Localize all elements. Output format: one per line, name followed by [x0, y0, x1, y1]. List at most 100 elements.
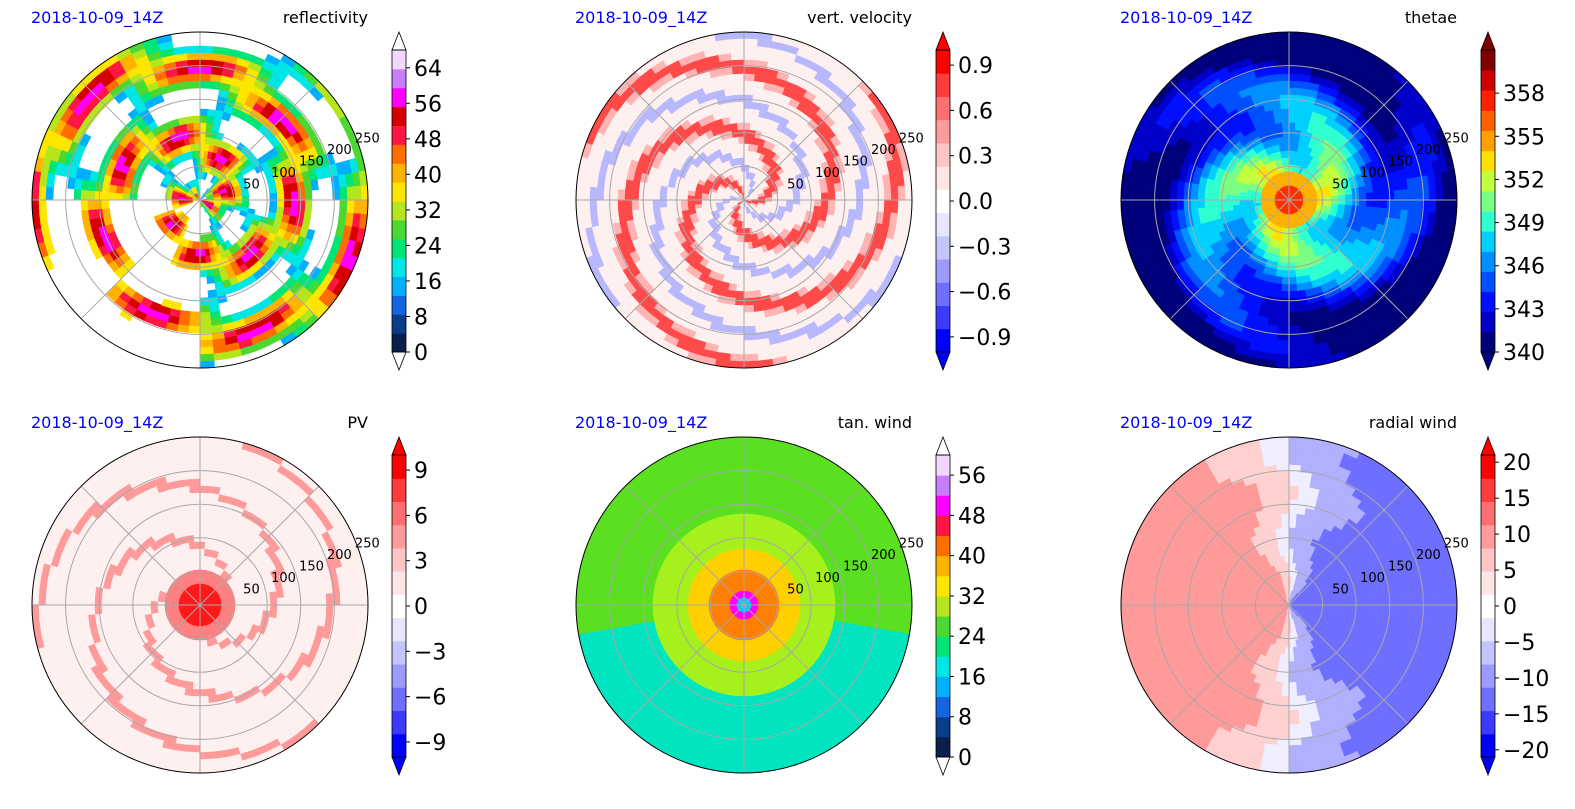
- colorbar-segment: [1481, 110, 1495, 132]
- range-ring-label: 150: [299, 559, 324, 574]
- colorbar-tick-label: 15: [1503, 487, 1531, 512]
- colorbar-segment: [936, 119, 950, 144]
- colorbar-segment: [1481, 70, 1495, 91]
- colorbar-tick-label: 64: [414, 57, 442, 82]
- colorbar-tick-label: 0.6: [958, 99, 993, 124]
- colorbar-tick-label: 349: [1503, 212, 1545, 237]
- colorbar-tick-label: 40: [958, 545, 986, 570]
- range-ring-label: 50: [243, 583, 260, 598]
- range-ring-label: 50: [1332, 178, 1349, 193]
- colorbar: 340 343 346 349 352 355 358: [1480, 30, 1545, 372]
- colorbar-segment: [1481, 687, 1495, 712]
- panel-time: 2018-10-09_14Z: [1120, 413, 1253, 432]
- colorbar-segment: [936, 282, 950, 307]
- colorbar-segment: [936, 73, 950, 97]
- range-ring-label: 250: [899, 131, 924, 146]
- range-ring-label: 150: [1388, 154, 1413, 169]
- colorbar-extend-top: [1480, 30, 1496, 51]
- range-ring-label: 100: [1360, 571, 1385, 586]
- colorbar-segment: [392, 710, 406, 735]
- colorbar-segment: [936, 475, 950, 496]
- colorbar-tick-label: 343: [1503, 298, 1545, 323]
- colorbar-segment: [392, 547, 406, 572]
- polar-frame: [31, 436, 369, 774]
- colorbar-tick-label: −15: [1503, 703, 1549, 728]
- colorbar-segment: [392, 594, 406, 619]
- colorbar-segment: [1481, 640, 1495, 665]
- colorbar-segment: [936, 676, 950, 698]
- colorbar-tick-label: 5: [1503, 559, 1517, 584]
- colorbar-segment: [936, 50, 950, 74]
- colorbar-tick-label: 56: [958, 464, 986, 489]
- range-ring-label: 250: [355, 536, 380, 551]
- colorbar-segment: [392, 478, 406, 502]
- range-ring-label: 50: [1332, 583, 1349, 598]
- colorbar-extend-bottom: [391, 351, 407, 372]
- colorbar-tick-label: 0.9: [958, 54, 993, 79]
- panel-variable: vert. velocity: [807, 8, 912, 27]
- colorbar-segment: [936, 736, 950, 758]
- colorbar-segment: [936, 142, 950, 167]
- colorbar-segment: [936, 535, 950, 557]
- colorbar-tick-label: 0: [958, 746, 972, 771]
- panel-time: 2018-10-09_14Z: [575, 8, 708, 27]
- colorbar-extend-top: [1480, 435, 1496, 456]
- range-ring-label: 200: [1416, 548, 1441, 563]
- colorbar-segment: [1481, 478, 1495, 502]
- range-ring-label: 250: [355, 131, 380, 146]
- colorbar-tick-label: 8: [414, 305, 428, 330]
- range-ring-label: 200: [327, 143, 352, 158]
- colorbar-segment: [1481, 90, 1495, 111]
- colorbar-segment: [936, 328, 950, 353]
- colorbar-segment: [936, 555, 950, 577]
- colorbar-segment: [392, 144, 406, 164]
- panel-time: 2018-10-09_14Z: [31, 8, 164, 27]
- colorbar-segment: [392, 50, 406, 70]
- range-ring-label: 100: [815, 166, 840, 181]
- colorbar: −20 −15 −10 −5 0 5 10 15 20: [1480, 435, 1549, 777]
- azimuth-line: [624, 80, 864, 320]
- colorbar-segment: [936, 696, 950, 718]
- colorbar-tick-label: 48: [414, 128, 442, 153]
- range-ring-label: 150: [299, 154, 324, 169]
- colorbar-segment: [936, 616, 950, 637]
- colorbar-tick-label: 0: [414, 595, 428, 620]
- range-ring-label: 150: [843, 154, 868, 169]
- colorbar-segment: [936, 189, 950, 214]
- colorbar-segment: [936, 595, 950, 617]
- colorbar-segment: [1481, 231, 1495, 252]
- colorbar-tick-label: −3: [414, 640, 446, 665]
- panel-variable: radial wind: [1368, 413, 1457, 432]
- polar-frame: [575, 31, 913, 369]
- range-ring-label: 200: [327, 548, 352, 563]
- colorbar-tick-label: 32: [958, 585, 986, 610]
- colorbar-segment: [392, 125, 406, 145]
- colorbar-tick-label: 24: [958, 625, 986, 650]
- colorbar-segment: [1481, 571, 1495, 595]
- azimuth-line: [624, 485, 864, 725]
- colorbar-segment: [392, 276, 406, 296]
- colorbar-segment: [392, 501, 406, 526]
- colorbar-segment: [392, 106, 406, 126]
- colorbar: 0 8 16 24 32 40 48 56 64: [391, 30, 442, 372]
- colorbar: 0 8 16 24 32 40 48 56: [935, 435, 986, 777]
- colorbar-extend-top: [935, 30, 951, 51]
- range-ring-label: 50: [787, 583, 804, 598]
- colorbar-segment: [1481, 710, 1495, 735]
- colorbar-segment: [936, 455, 950, 476]
- colorbar-segment: [1481, 211, 1495, 232]
- colorbar-tick-label: 352: [1503, 168, 1545, 193]
- colorbar-tick-label: 10: [1503, 523, 1531, 548]
- colorbar-segment: [1481, 150, 1495, 172]
- panel-variable: reflectivity: [282, 8, 368, 27]
- panel-time: 2018-10-09_14Z: [1120, 8, 1253, 27]
- colorbar-tick-label: 56: [414, 92, 442, 117]
- polar-frame: [31, 31, 369, 369]
- colorbar-segment: [936, 235, 950, 260]
- colorbar-tick-label: 340: [1503, 341, 1545, 366]
- colorbar-segment: [1481, 524, 1495, 549]
- range-ring-label: 150: [1388, 559, 1413, 574]
- colorbar-extend-bottom: [391, 756, 407, 777]
